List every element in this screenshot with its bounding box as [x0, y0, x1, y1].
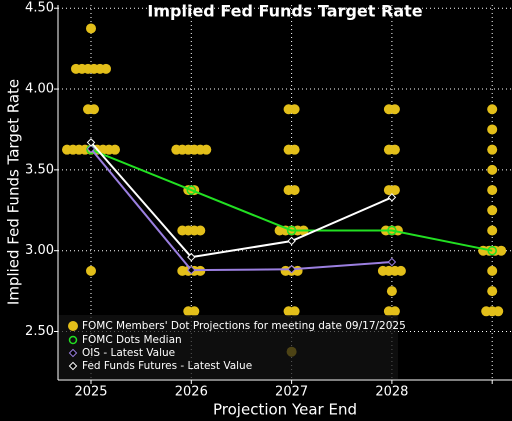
median-marker [186, 185, 197, 195]
fomc-dot [487, 205, 498, 216]
fomc-dot [487, 144, 498, 155]
fomc-dot [487, 265, 498, 276]
legend-label: FOMC Dots Median [82, 334, 182, 346]
y-axis-label: Implied Fed Funds Target Rate [5, 79, 23, 305]
fomc-dot [195, 225, 206, 236]
series-line [90, 148, 392, 272]
fomc-dot [487, 124, 498, 135]
fomc-dot [86, 23, 96, 34]
fomc-dot [289, 104, 300, 115]
fomc-dot [86, 265, 96, 276]
series-marker [86, 144, 96, 154]
x-tick-label: 2026 [175, 385, 208, 400]
fomc-dot [487, 185, 498, 196]
legend: FOMC Members' Dot Projections for meetin… [68, 320, 406, 372]
legend-marker [68, 361, 78, 371]
legend-marker [68, 348, 78, 358]
y-tick-label: 2.50 [25, 324, 54, 339]
fomc-dot [389, 306, 400, 317]
fomc-dot [189, 306, 200, 317]
series-marker [187, 252, 196, 262]
legend-box [58, 315, 398, 379]
series-marker [287, 265, 296, 274]
chart-title: Implied Fed Funds Target Rate [147, 2, 422, 21]
fomc-dot [389, 185, 400, 196]
fomc-dot [289, 306, 300, 317]
legend-label: FOMC Members' Dot Projections for meetin… [82, 320, 406, 332]
fomc-dot [487, 164, 498, 175]
series-line [90, 148, 493, 252]
x-axis-label: Projection Year End [213, 401, 357, 419]
fomc-dot [289, 185, 300, 196]
legend-label: OIS - Latest Value [82, 347, 175, 359]
y-tick-label: 4.00 [25, 82, 54, 97]
legend-dot [68, 321, 78, 331]
fomc-dot [395, 265, 406, 276]
series-marker [86, 138, 96, 147]
x-tick-label: 2028 [375, 385, 408, 400]
fomc-dot [389, 104, 400, 115]
series-marker [387, 257, 397, 267]
series-marker [287, 236, 296, 246]
fomc-dot [89, 104, 99, 115]
series-marker [187, 265, 196, 275]
y-tick-label: 3.00 [25, 243, 54, 258]
fomc-dot [386, 286, 397, 297]
fomc-dot [101, 63, 111, 74]
median-marker [387, 225, 397, 236]
y-tick-label: 4.50 [25, 1, 54, 16]
legend-label: Fed Funds Futures - Latest Value [82, 360, 252, 372]
fomc-dot [493, 306, 504, 317]
y-tick-label: 3.50 [25, 162, 54, 177]
fomc-dot [487, 286, 498, 297]
series-line [90, 141, 393, 259]
x-tick-label: 2027 [275, 385, 308, 400]
x-tick-label: 2025 [74, 385, 107, 400]
fomc-dot [487, 104, 498, 115]
plot-area [58, 5, 512, 380]
legend-marker [68, 335, 78, 345]
fomc-dot [496, 245, 507, 256]
median-marker [487, 245, 497, 256]
fomc-dot [389, 144, 400, 155]
fomc-dot [110, 144, 120, 155]
fomc-dot [289, 144, 300, 155]
fomc-dot [487, 225, 498, 236]
series-marker [387, 193, 397, 202]
fomc-dot [201, 144, 212, 155]
median-marker [286, 225, 297, 236]
